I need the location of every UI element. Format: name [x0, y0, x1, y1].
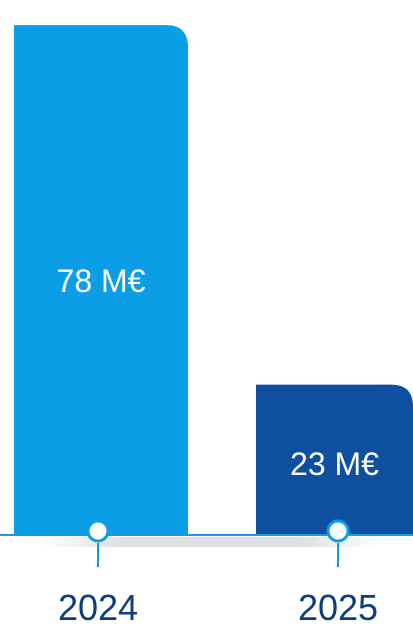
category-label-2024: 2024	[58, 587, 138, 628]
value-label-2025: 23 M€	[290, 446, 379, 482]
value-label-2024: 78 M€	[57, 263, 146, 299]
labels-layer: 78 M€ 2024 23 M€ 2025	[57, 263, 380, 628]
bar-2025	[256, 384, 413, 535]
axis-layer	[0, 519, 413, 567]
category-label-2025: 2025	[298, 587, 378, 628]
chart-shadow	[40, 537, 380, 547]
marker-dot-2024	[86, 519, 110, 543]
marker-dot-2025	[326, 519, 350, 543]
bars-layer	[14, 25, 413, 535]
bar-2024	[14, 25, 188, 535]
baseline-shadow	[40, 537, 380, 547]
